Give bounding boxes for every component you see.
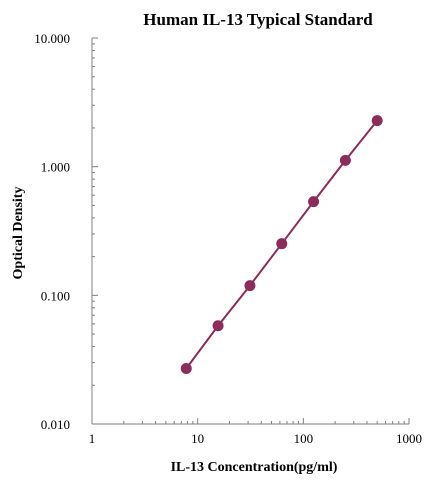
y-tick-label: 0.010: [41, 417, 70, 432]
x-axis-label: IL-13 Concentration(pg/ml): [171, 460, 338, 475]
chart-title: Human IL-13 Typical Standard: [143, 10, 373, 29]
data-point: [212, 320, 224, 332]
y-tick-label: 10.000: [34, 31, 70, 46]
data-point: [244, 280, 256, 292]
y-axis-label: Optical Density: [11, 187, 26, 280]
x-tick-label: 1000: [396, 431, 422, 446]
y-tick-label: 1.000: [41, 160, 70, 175]
x-tick-label: 1: [89, 431, 96, 446]
data-point: [276, 238, 288, 250]
x-tick-label: 10: [191, 431, 204, 446]
data-point: [308, 196, 320, 208]
data-point: [180, 362, 192, 374]
x-tick-label: 100: [294, 431, 314, 446]
data-point: [339, 154, 351, 166]
y-tick-label: 0.100: [41, 288, 70, 303]
series-layer: [180, 115, 383, 374]
data-point: [371, 115, 383, 127]
axes: 1 10 100 1000 0.010 0.100 1.000 10.000: [34, 31, 422, 446]
